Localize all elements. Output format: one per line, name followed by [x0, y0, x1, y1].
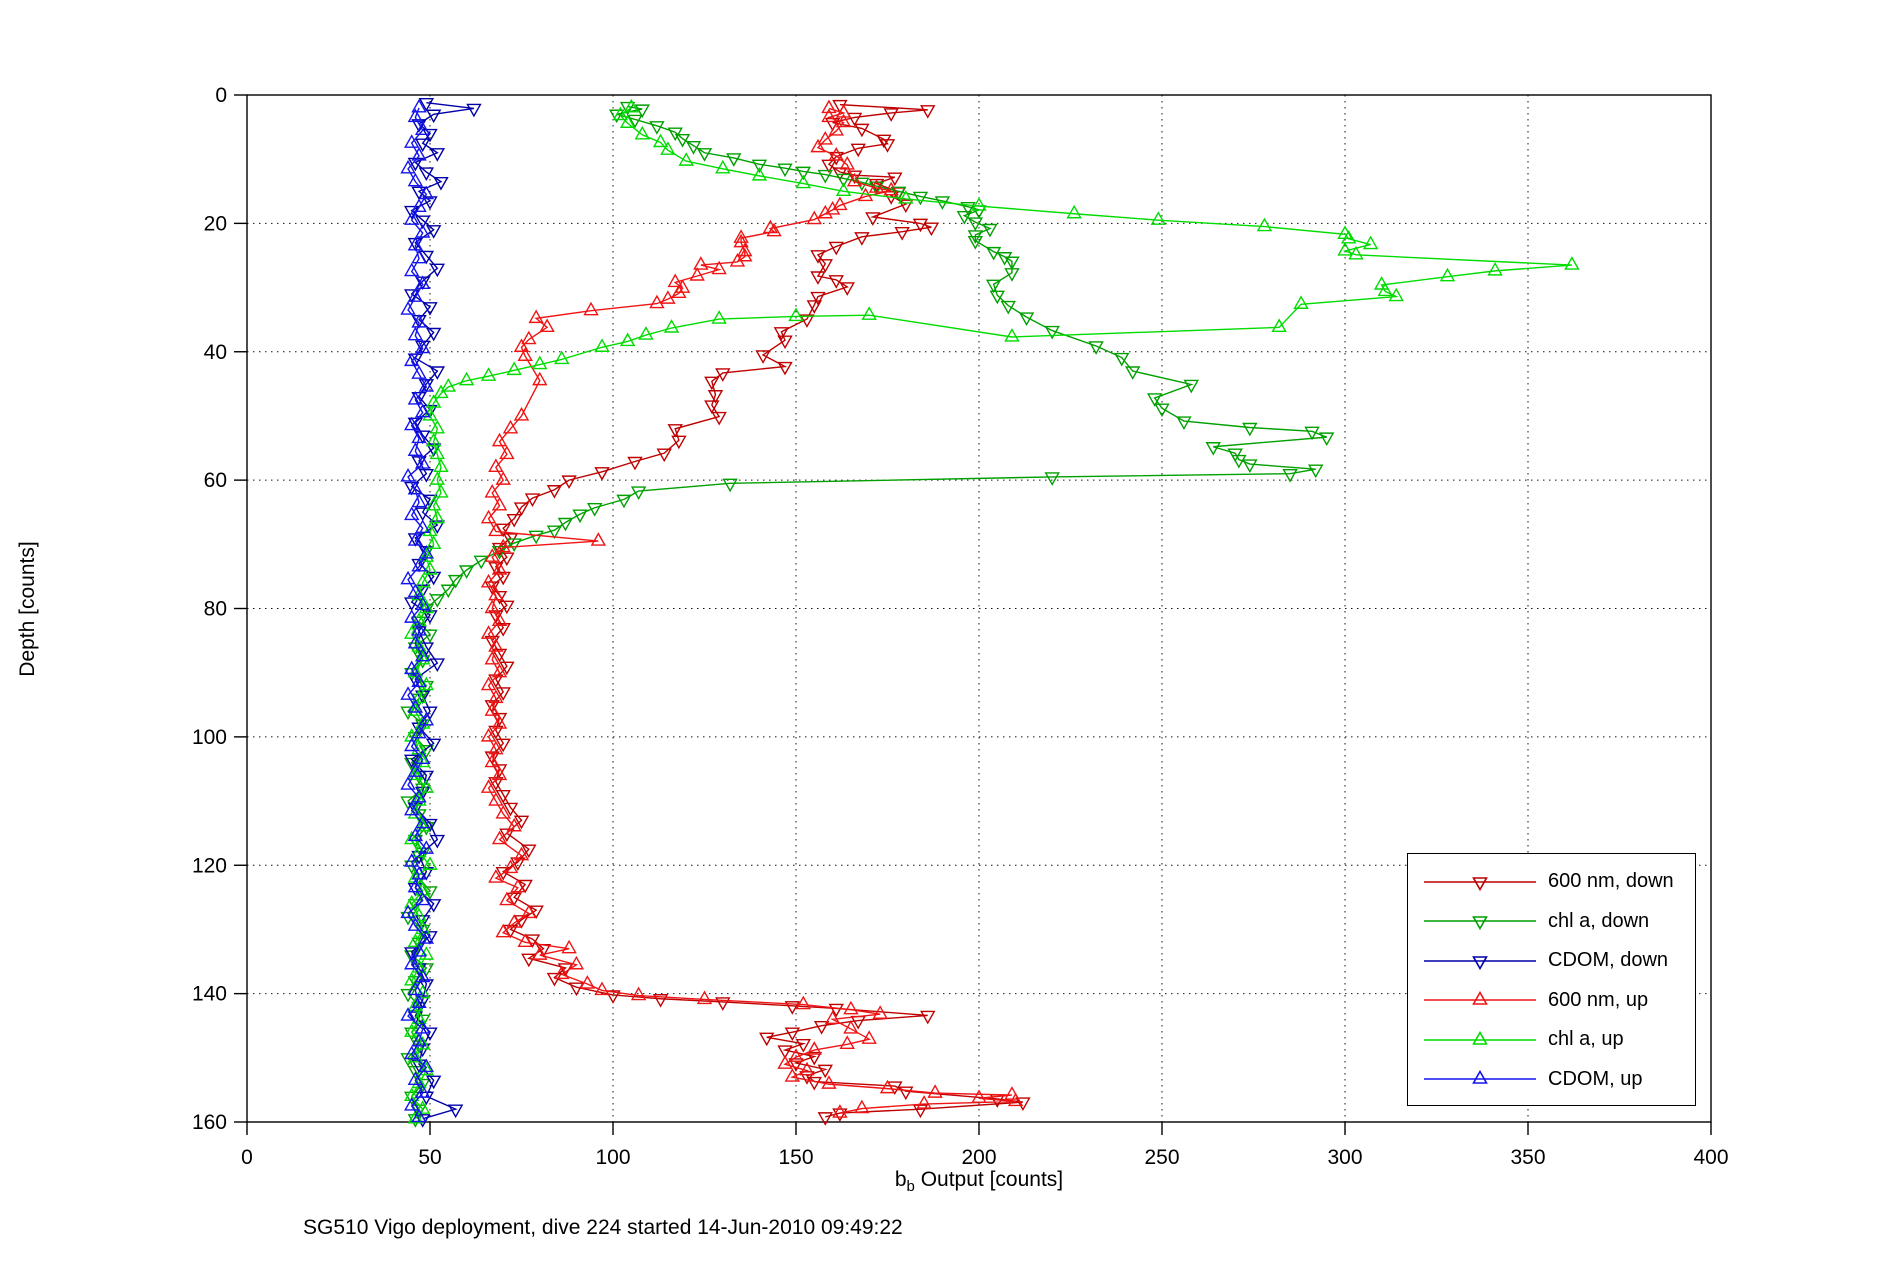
legend-line-marker-icon [1424, 991, 1536, 1006]
legend-item-chla-up: chl a, up [1408, 1020, 1695, 1060]
svg-text:350: 350 [1510, 1146, 1545, 1169]
x-axis-label-subscript: b [906, 1178, 915, 1196]
legend-label: CDOM, down [1548, 949, 1669, 972]
legend-item-cdom-down: CDOM, down [1408, 941, 1695, 981]
x-axis-label: bb Output [counts] [829, 1168, 1129, 1195]
legend: 600 nm, down chl a, down CDOM, down 600 … [1407, 853, 1696, 1106]
legend-line-marker-icon [1424, 1070, 1536, 1085]
legend-label: CDOM, up [1548, 1067, 1643, 1090]
x-axis-label-rest: Output [counts] [914, 1168, 1064, 1191]
legend-item-chla-down: chl a, down [1408, 902, 1695, 942]
x-axis-label-base: b [894, 1168, 907, 1191]
svg-text:40: 40 [204, 341, 227, 364]
svg-text:0: 0 [241, 1146, 253, 1169]
svg-text:100: 100 [192, 726, 227, 749]
svg-text:50: 50 [418, 1146, 441, 1169]
plot-title: SG510 Vigo deployment, dive 224 started … [303, 1216, 903, 1239]
svg-text:20: 20 [204, 212, 227, 235]
legend-label: 600 nm, down [1548, 870, 1674, 893]
svg-text:400: 400 [1693, 1146, 1728, 1169]
legend-label: chl a, up [1548, 1028, 1624, 1051]
legend-line-marker-icon [1424, 955, 1536, 970]
legend-item-600nm-up: 600 nm, up [1408, 981, 1695, 1021]
svg-text:100: 100 [595, 1146, 630, 1169]
legend-line-marker-icon [1424, 1030, 1536, 1045]
svg-text:120: 120 [192, 854, 227, 877]
svg-text:0: 0 [215, 84, 227, 107]
legend-line-marker-icon [1424, 876, 1536, 891]
svg-text:140: 140 [192, 983, 227, 1006]
y-axis-label: Depth [counts] [16, 541, 39, 677]
legend-item-cdom-up: CDOM, up [1408, 1060, 1695, 1100]
svg-text:80: 80 [204, 598, 227, 621]
svg-text:250: 250 [1144, 1146, 1179, 1169]
legend-item-600nm-down: 600 nm, down [1408, 862, 1695, 902]
svg-text:60: 60 [204, 469, 227, 492]
svg-text:160: 160 [192, 1111, 227, 1134]
svg-text:300: 300 [1327, 1146, 1362, 1169]
legend-line-marker-icon [1424, 916, 1536, 931]
legend-label: 600 nm, up [1548, 988, 1649, 1011]
svg-text:150: 150 [778, 1146, 813, 1169]
svg-text:200: 200 [961, 1146, 996, 1169]
legend-label: chl a, down [1548, 909, 1650, 932]
